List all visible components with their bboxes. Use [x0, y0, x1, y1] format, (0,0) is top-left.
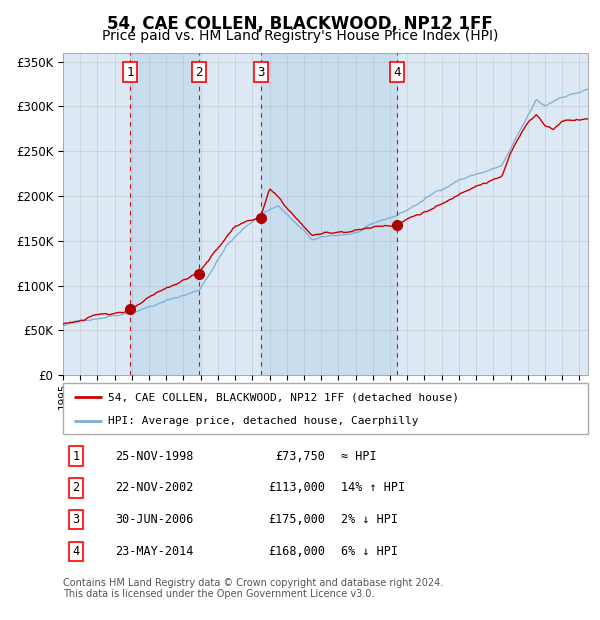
Text: This data is licensed under the Open Government Licence v3.0.: This data is licensed under the Open Gov… — [63, 589, 374, 599]
Text: Contains HM Land Registry data © Crown copyright and database right 2024.: Contains HM Land Registry data © Crown c… — [63, 578, 443, 588]
Text: 14% ↑ HPI: 14% ↑ HPI — [341, 481, 406, 494]
Text: 3: 3 — [257, 66, 265, 79]
Text: 2% ↓ HPI: 2% ↓ HPI — [341, 513, 398, 526]
Text: Price paid vs. HM Land Registry's House Price Index (HPI): Price paid vs. HM Land Registry's House … — [102, 29, 498, 43]
Text: 25-NOV-1998: 25-NOV-1998 — [115, 450, 194, 463]
Text: 1: 1 — [127, 66, 134, 79]
Text: 3: 3 — [73, 513, 80, 526]
Text: HPI: Average price, detached house, Caerphilly: HPI: Average price, detached house, Caer… — [107, 416, 418, 427]
Text: 2: 2 — [195, 66, 203, 79]
Text: ≈ HPI: ≈ HPI — [341, 450, 377, 463]
Text: 4: 4 — [73, 545, 80, 558]
Text: 22-NOV-2002: 22-NOV-2002 — [115, 481, 194, 494]
Text: 54, CAE COLLEN, BLACKWOOD, NP12 1FF (detached house): 54, CAE COLLEN, BLACKWOOD, NP12 1FF (det… — [107, 392, 458, 402]
Bar — [261, 53, 397, 375]
FancyBboxPatch shape — [63, 383, 588, 434]
Text: 54, CAE COLLEN, BLACKWOOD, NP12 1FF: 54, CAE COLLEN, BLACKWOOD, NP12 1FF — [107, 16, 493, 33]
Text: £113,000: £113,000 — [269, 481, 325, 494]
Text: £73,750: £73,750 — [275, 450, 325, 463]
Bar — [130, 53, 199, 375]
Text: 6% ↓ HPI: 6% ↓ HPI — [341, 545, 398, 558]
Text: 23-MAY-2014: 23-MAY-2014 — [115, 545, 194, 558]
Text: 4: 4 — [393, 66, 401, 79]
Text: 30-JUN-2006: 30-JUN-2006 — [115, 513, 194, 526]
Text: £175,000: £175,000 — [269, 513, 325, 526]
Text: 2: 2 — [73, 481, 80, 494]
Text: £168,000: £168,000 — [269, 545, 325, 558]
Text: 1: 1 — [73, 450, 80, 463]
